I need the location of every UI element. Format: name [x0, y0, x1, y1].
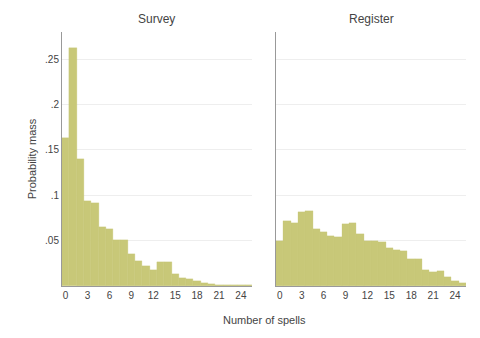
svg-text:21: 21: [428, 290, 440, 301]
svg-text:.05: .05: [45, 235, 59, 246]
svg-text:15: 15: [384, 290, 396, 301]
svg-text:.2: .2: [51, 99, 60, 110]
svg-text:9: 9: [343, 290, 349, 301]
svg-text:12: 12: [362, 290, 374, 301]
svg-text:Number of spells: Number of spells: [223, 314, 306, 326]
svg-text:6: 6: [321, 290, 327, 301]
svg-text:Register: Register: [349, 12, 394, 26]
svg-text:3: 3: [85, 290, 91, 301]
svg-text:18: 18: [192, 290, 204, 301]
svg-text:24: 24: [449, 290, 461, 301]
svg-text:.25: .25: [45, 54, 59, 65]
svg-text:21: 21: [213, 290, 225, 301]
svg-text:0: 0: [63, 290, 69, 301]
svg-text:15: 15: [170, 290, 182, 301]
svg-text:Probability mass: Probability mass: [26, 118, 38, 199]
svg-text:.15: .15: [45, 144, 59, 155]
svg-text:12: 12: [148, 290, 160, 301]
svg-text:Survey: Survey: [138, 12, 175, 26]
svg-text:24: 24: [235, 290, 247, 301]
svg-text:0: 0: [277, 290, 283, 301]
svg-text:3: 3: [299, 290, 305, 301]
svg-text:.1: .1: [51, 190, 60, 201]
svg-text:9: 9: [129, 290, 135, 301]
svg-text:6: 6: [107, 290, 113, 301]
svg-text:18: 18: [406, 290, 418, 301]
